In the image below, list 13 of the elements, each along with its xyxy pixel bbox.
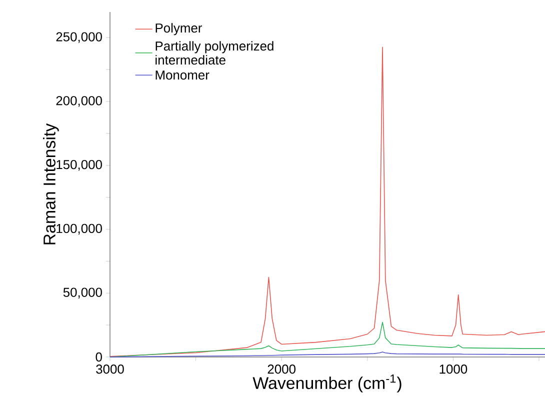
x-tick-label: 1000 [440, 364, 468, 374]
x-axis-title: Wavenumber (cm$^{-1}$) [252, 374, 402, 392]
y-tick-label: 0 [96, 352, 102, 362]
x-tick-label: 3000 [96, 364, 124, 374]
y-tick-label: 50,000 [63, 288, 102, 298]
y-tick-label: 100,000 [56, 224, 102, 235]
legend-label: Partially polymerized intermediate [156, 41, 274, 65]
legend-label: Polymer [156, 23, 202, 36]
x-tick-label: 2000 [268, 364, 296, 374]
legend-label: Monomer [156, 70, 210, 80]
y-tick-label: 200,000 [56, 96, 102, 107]
y-tick-label: 150,000 [56, 160, 102, 171]
y-tick-label: 250,000 [56, 32, 102, 43]
